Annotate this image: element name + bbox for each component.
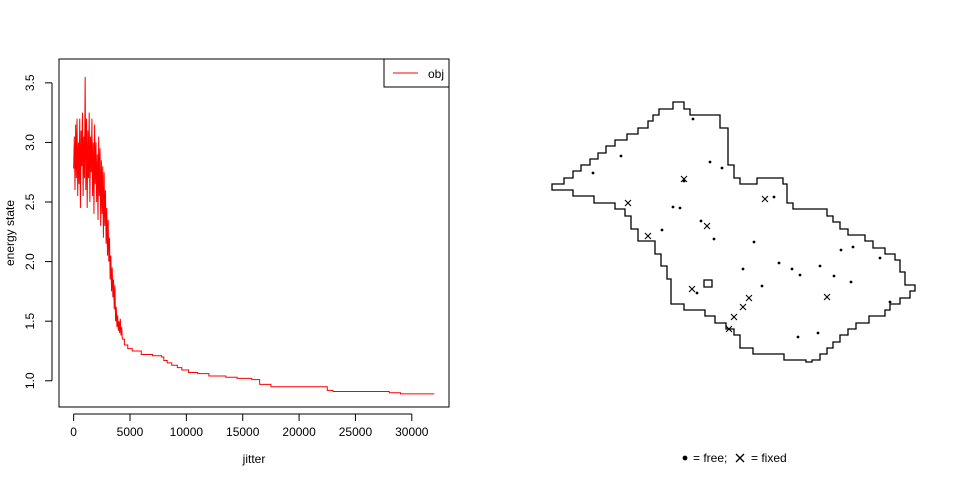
axes: 0 5000 10000 15000 20000 25000 30000 1.0 1.5 2.0 2…: [23, 74, 429, 439]
free-point: [816, 331, 820, 335]
free-point: [878, 256, 882, 260]
x-axis-title: jitter: [242, 452, 266, 466]
sampling-map: = free; = fixed: [551, 101, 916, 465]
legend-label-obj: obj: [428, 67, 444, 81]
x-tick-label: 25000: [339, 425, 373, 439]
free-point: [695, 291, 699, 295]
x-tick-label: 15000: [226, 425, 260, 439]
legend-fixed-marker: [735, 453, 745, 463]
free-point: [790, 267, 794, 271]
free-point: [760, 284, 764, 288]
legend: obj: [383, 58, 450, 88]
fixed-point: [745, 294, 753, 302]
free-point: [660, 228, 664, 232]
fixed-point: [730, 313, 738, 321]
y-axis-title: energy state: [3, 200, 17, 266]
free-point: [772, 195, 776, 199]
energy-line-chart: 0 5000 10000 15000 20000 25000 30000 1.0 1.5 2.0 2…: [3, 58, 450, 466]
free-point: [888, 300, 892, 304]
free-point: [708, 160, 712, 164]
fixed-point: [680, 175, 688, 183]
y-tick-label: 1.5: [23, 313, 37, 330]
free-point: [849, 280, 853, 284]
fixed-point: [644, 232, 652, 240]
legend-free-label: = free;: [693, 451, 727, 465]
fixed-points: [624, 175, 831, 333]
series-line-obj: [73, 76, 435, 395]
free-point: [798, 273, 802, 277]
free-point: [832, 274, 836, 278]
free-point: [720, 166, 724, 170]
free-point: [851, 245, 855, 249]
free-point: [839, 248, 843, 252]
fixed-point: [761, 195, 769, 203]
plot-frame: [58, 58, 450, 408]
free-point: [699, 219, 703, 223]
free-point: [741, 267, 745, 271]
x-tick-label: 30000: [395, 425, 429, 439]
free-point: [671, 205, 675, 209]
x-tick-label: 5000: [117, 425, 144, 439]
fixed-point: [703, 222, 711, 230]
map-legend: = free; = fixed: [682, 451, 787, 465]
free-point: [712, 237, 716, 241]
y-tick-label: 3.5: [23, 74, 37, 91]
y-tick-label: 3.0: [23, 134, 37, 151]
fixed-point: [688, 285, 696, 293]
region-hole: [703, 279, 713, 288]
y-tick-label: 2.0: [23, 253, 37, 270]
fixed-point: [739, 303, 747, 311]
free-point: [678, 206, 682, 210]
free-point: [818, 264, 822, 268]
free-point: [591, 171, 595, 175]
series-obj: [73, 76, 435, 395]
free-point: [619, 154, 623, 158]
free-point: [691, 117, 695, 121]
fixed-point: [624, 199, 632, 207]
free-point: [796, 335, 800, 339]
x-tick-label: 20000: [282, 425, 316, 439]
legend-fixed-label: = fixed: [751, 451, 787, 465]
fixed-point: [725, 325, 733, 333]
y-tick-label: 1.0: [23, 372, 37, 389]
free-point: [777, 261, 781, 265]
legend-free-marker: [682, 455, 688, 461]
free-points: [591, 117, 892, 339]
y-tick-label: 2.5: [23, 193, 37, 210]
free-point: [752, 240, 756, 244]
x-tick-label: 0: [70, 425, 77, 439]
x-tick-label: 10000: [170, 425, 204, 439]
region-boundary: [551, 101, 916, 363]
fixed-point: [823, 293, 831, 301]
